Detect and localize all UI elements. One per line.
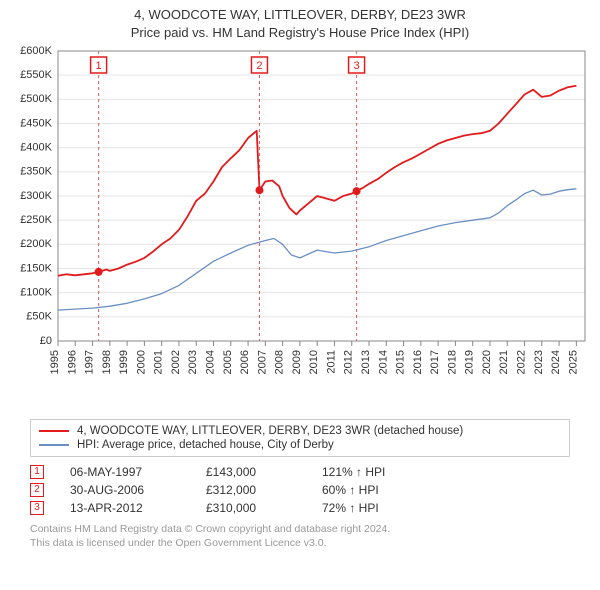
event-date: 30-AUG-2006 [70, 483, 180, 497]
svg-text:2018: 2018 [446, 350, 458, 374]
event-delta: 72% ↑ HPI [322, 501, 379, 515]
chart-area: £0 £50K £100K £150K £200K £250K £300K £350K £400… [0, 41, 600, 411]
svg-text:2006: 2006 [239, 350, 251, 374]
event-delta: 121% ↑ HPI [322, 465, 385, 479]
svg-text:£350K: £350K [20, 166, 52, 178]
svg-text:2020: 2020 [481, 350, 493, 374]
svg-text:1999: 1999 [118, 350, 130, 374]
event-marker-icon: 3 [30, 501, 44, 515]
svg-text:£150K: £150K [20, 263, 52, 275]
svg-text:2010: 2010 [308, 350, 320, 374]
event-date: 13-APR-2012 [70, 501, 180, 515]
svg-text:2001: 2001 [153, 350, 165, 374]
event-row: 1 06-MAY-1997 £143,000 121% ↑ HPI [30, 463, 570, 481]
svg-text:£100K: £100K [20, 287, 52, 299]
svg-text:1996: 1996 [66, 350, 78, 374]
svg-text:2021: 2021 [498, 350, 510, 374]
event-marker-icon: 2 [30, 483, 44, 497]
svg-text:2016: 2016 [412, 350, 424, 374]
svg-text:2000: 2000 [135, 350, 147, 374]
attribution: Contains HM Land Registry data © Crown c… [30, 523, 570, 550]
svg-text:£0: £0 [40, 335, 52, 347]
event-row: 2 30-AUG-2006 £312,000 60% ↑ HPI [30, 481, 570, 499]
svg-text:2002: 2002 [170, 350, 182, 374]
svg-text:£300K: £300K [20, 190, 52, 202]
svg-text:£450K: £450K [20, 118, 52, 130]
svg-text:£200K: £200K [20, 238, 52, 250]
svg-text:2017: 2017 [429, 350, 441, 374]
svg-text:£600K: £600K [20, 45, 52, 57]
svg-text:2024: 2024 [550, 350, 562, 374]
svg-text:2004: 2004 [205, 350, 217, 374]
svg-text:2009: 2009 [291, 350, 303, 374]
svg-text:2023: 2023 [533, 350, 545, 374]
svg-text:2007: 2007 [256, 350, 268, 374]
chart-title-block: 4, WOODCOTE WAY, LITTLEOVER, DERBY, DE23… [0, 0, 600, 41]
legend-item: HPI: Average price, detached house, City… [39, 438, 561, 452]
svg-text:1998: 1998 [101, 350, 113, 374]
legend-swatch [39, 430, 69, 432]
svg-text:2025: 2025 [567, 350, 579, 374]
title-line-2: Price paid vs. HM Land Registry's House … [0, 24, 600, 42]
event-price: £310,000 [206, 501, 296, 515]
svg-text:1997: 1997 [84, 350, 96, 374]
event-price: £312,000 [206, 483, 296, 497]
svg-text:3: 3 [354, 60, 360, 72]
title-line-1: 4, WOODCOTE WAY, LITTLEOVER, DERBY, DE23… [0, 6, 600, 24]
svg-text:2015: 2015 [395, 350, 407, 374]
legend-label: HPI: Average price, detached house, City… [77, 439, 334, 451]
svg-text:2019: 2019 [464, 350, 476, 374]
legend: 4, WOODCOTE WAY, LITTLEOVER, DERBY, DE23… [30, 419, 570, 457]
legend-label: 4, WOODCOTE WAY, LITTLEOVER, DERBY, DE23… [77, 425, 463, 437]
event-delta: 60% ↑ HPI [322, 483, 379, 497]
svg-text:2022: 2022 [516, 350, 528, 374]
legend-item: 4, WOODCOTE WAY, LITTLEOVER, DERBY, DE23… [39, 424, 561, 438]
line-chart-svg: £0 £50K £100K £150K £200K £250K £300K £350K £400… [0, 41, 600, 411]
svg-text:1995: 1995 [49, 350, 61, 374]
svg-text:2014: 2014 [377, 350, 389, 374]
events-table: 1 06-MAY-1997 £143,000 121% ↑ HPI 2 30-A… [30, 463, 570, 517]
svg-text:2012: 2012 [343, 350, 355, 374]
svg-text:2013: 2013 [360, 350, 372, 374]
svg-text:2: 2 [256, 60, 262, 72]
svg-text:2008: 2008 [274, 350, 286, 374]
svg-text:£550K: £550K [20, 69, 52, 81]
event-row: 3 13-APR-2012 £310,000 72% ↑ HPI [30, 499, 570, 517]
svg-text:2003: 2003 [187, 350, 199, 374]
event-price: £143,000 [206, 465, 296, 479]
event-date: 06-MAY-1997 [70, 465, 180, 479]
svg-text:1: 1 [96, 60, 102, 72]
svg-text:£250K: £250K [20, 214, 52, 226]
svg-text:£500K: £500K [20, 93, 52, 105]
attribution-line-2: This data is licensed under the Open Gov… [30, 537, 570, 551]
legend-swatch [39, 444, 69, 446]
svg-text:2011: 2011 [325, 350, 337, 374]
svg-text:2005: 2005 [222, 350, 234, 374]
event-marker-icon: 1 [30, 465, 44, 479]
svg-text:£50K: £50K [26, 311, 52, 323]
svg-text:£400K: £400K [20, 142, 52, 154]
attribution-line-1: Contains HM Land Registry data © Crown c… [30, 523, 570, 537]
